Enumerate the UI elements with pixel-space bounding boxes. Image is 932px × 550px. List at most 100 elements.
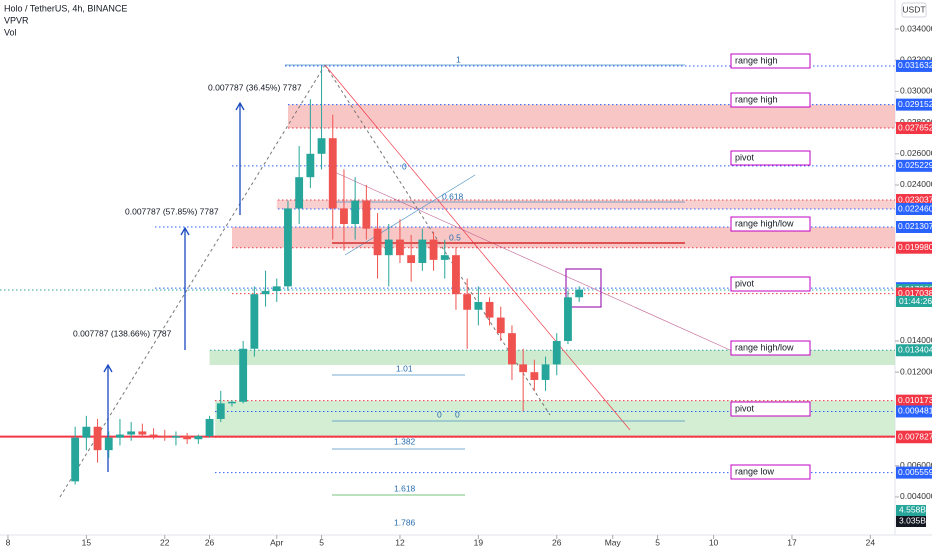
x-tick-label: 17 [787, 537, 797, 547]
candle-body [407, 255, 416, 263]
candle-body [172, 436, 180, 438]
price-label: 0.025229 [898, 160, 932, 170]
candle-body [519, 364, 528, 373]
fib-label: 0 [437, 409, 442, 419]
volume-label-bg [896, 505, 926, 516]
candle-body [317, 138, 326, 154]
candle-body [284, 208, 292, 287]
measurement: 0.007787 (138.66%) 7787 [73, 328, 172, 338]
x-tick-label: 8 [6, 537, 11, 547]
x-tick-label: 5 [655, 537, 660, 547]
y-tick-label: 0.034000 [900, 23, 932, 33]
price-label: 0.029152 [898, 99, 932, 109]
currency-box[interactable] [901, 2, 927, 18]
candle-body [160, 436, 169, 438]
plot: 8 15 22 26 Apr 5 12 19 26 May 5 10 17 240.0340000.032… [6, 23, 932, 547]
price-label: 0.021307 [898, 221, 932, 231]
candle-body [418, 239, 427, 263]
drawings [59, 64, 731, 498]
candle-body [485, 301, 494, 318]
currency[interactable]: USDT [902, 4, 925, 14]
candle-body [295, 177, 304, 209]
price-label: 0.031632 [898, 60, 932, 70]
candle-body [272, 286, 281, 292]
trend-line [344, 174, 476, 256]
fib-label: 1.382 [394, 436, 416, 446]
fib-label: 1.786 [394, 517, 416, 527]
candle-body [216, 403, 225, 419]
trend-line [329, 169, 731, 351]
fib-label: 0.618 [442, 191, 464, 201]
price-label: 0.019980 [898, 242, 932, 252]
y-tick-label: 0.012000 [900, 366, 932, 376]
note: range high/low [735, 342, 794, 352]
candle-body [328, 138, 337, 209]
price-label-bg [896, 431, 932, 444]
candle-body [575, 289, 584, 298]
candle-body [340, 208, 348, 224]
x-tick-label: 15 [82, 537, 92, 547]
candle-body [239, 348, 248, 402]
note: range high/low [735, 218, 794, 228]
candle-body [463, 294, 472, 310]
y-tick-label: 0.006000 [900, 460, 932, 470]
candle-body [228, 401, 236, 404]
price-label: 0.027652 [898, 122, 932, 132]
note: pivot [735, 152, 755, 162]
candle-body [564, 297, 572, 341]
x-tick-label: May [605, 537, 622, 547]
countdown-bg [896, 295, 932, 307]
note: range high [735, 55, 778, 65]
candle-body [474, 301, 483, 310]
note-box [730, 401, 811, 417]
note: range high [735, 94, 778, 104]
note: pivot [735, 403, 755, 413]
price-label: 0.005559 [898, 467, 932, 477]
measurement: 0.007787 (36.45%) 7787 [208, 82, 302, 92]
zone [276, 200, 895, 210]
x-tick-label: 22 [160, 537, 170, 547]
note: range low [735, 466, 775, 476]
arrow-head [180, 226, 190, 236]
price-label-bg [896, 122, 932, 135]
price-label-bg [896, 394, 932, 407]
x-tick-label: 10 [709, 537, 719, 547]
title: Holo / TetherUS, 4h, BINANCE [4, 3, 127, 13]
candle-body [93, 426, 102, 451]
candle-body [396, 239, 404, 256]
price-label-bg [896, 466, 932, 479]
price-label-bg [896, 220, 932, 233]
fib-label: 1 [456, 54, 461, 64]
candle-body [429, 239, 438, 260]
candle-body [508, 333, 516, 365]
zone [209, 350, 895, 365]
candle-body [149, 434, 158, 437]
price-label: 0.013404 [898, 345, 932, 355]
fib-label: 1.618 [394, 483, 416, 493]
price-label-bg [896, 344, 932, 357]
candle-body [496, 317, 505, 334]
note-box [730, 276, 811, 292]
indicator: Vol [4, 27, 17, 37]
x-tick-label: Apr [270, 537, 283, 547]
trend-line [59, 64, 326, 498]
candle-body [541, 364, 550, 380]
candle-body [104, 437, 113, 451]
price-label: 0.010173 [898, 395, 932, 405]
price-label: 0.007827 [898, 431, 932, 441]
arrow-head [235, 101, 245, 111]
y-tick-label: 0.032000 [900, 54, 932, 64]
note-box [730, 340, 811, 356]
candle-body [138, 431, 147, 435]
candle-body [351, 200, 360, 224]
x-tick-label: 26 [552, 537, 562, 547]
candle-body [373, 228, 382, 256]
y-tick-label: 0.030000 [900, 86, 932, 96]
highlight-box [565, 268, 602, 308]
price-label-bg [896, 241, 932, 254]
x-tick-label: 5 [319, 537, 324, 547]
fib-label: 0 [402, 161, 407, 171]
candle-body [205, 418, 214, 437]
